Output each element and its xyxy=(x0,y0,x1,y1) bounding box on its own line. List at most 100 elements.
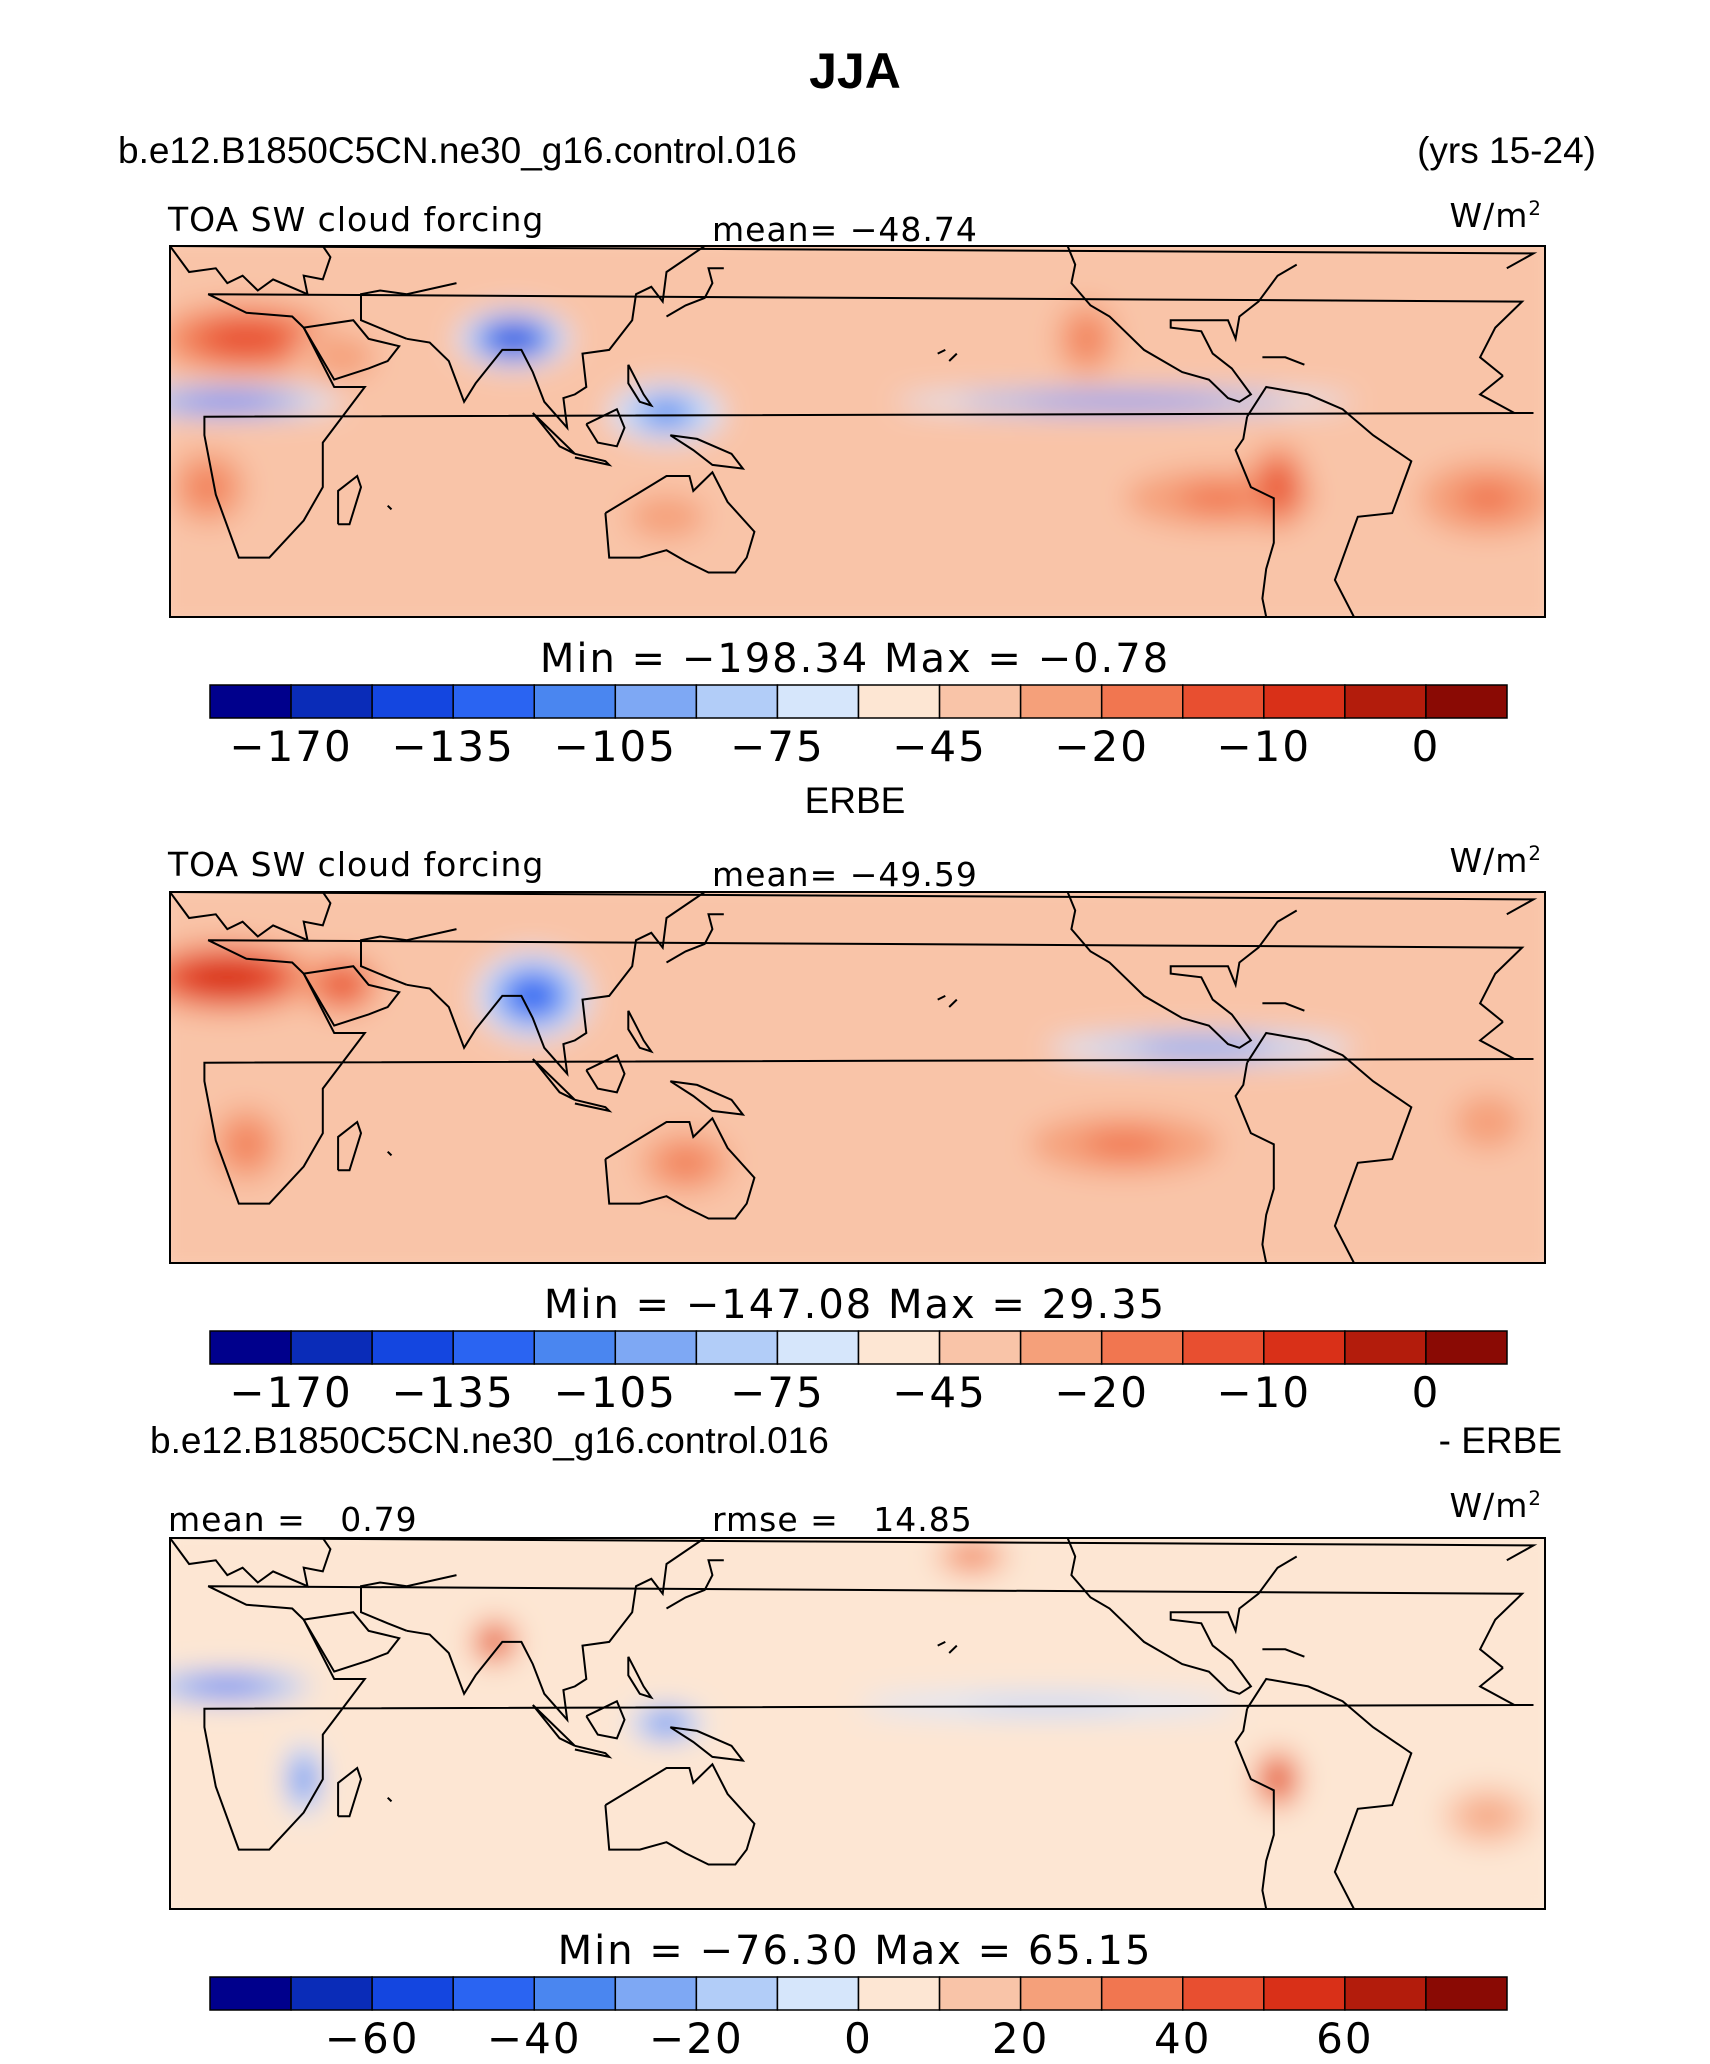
field-blob xyxy=(900,968,968,1002)
field-blob xyxy=(488,325,539,352)
colorbar-box xyxy=(1263,684,1346,719)
field-blob xyxy=(321,344,363,371)
coastline xyxy=(1066,1538,1298,1695)
colorbar-box xyxy=(1344,1976,1427,2011)
colorbar-tick-label: −75 xyxy=(730,1368,825,1417)
coastline xyxy=(604,470,756,574)
colorbar-box xyxy=(452,1976,535,2011)
colorbar-tick-label: −170 xyxy=(229,722,353,771)
coastline xyxy=(948,352,958,362)
colorbar-ticks-obs: −170 −135 −105 −75 −45 −20 −10 0 xyxy=(0,1368,1710,1418)
colorbar-box xyxy=(1182,1330,1265,1365)
colorbar-box xyxy=(533,684,617,719)
colorbar-box xyxy=(614,1330,698,1365)
colorbar-box xyxy=(290,1330,373,1365)
mean-label-model: mean= −48.74 xyxy=(712,210,978,249)
colorbar-box xyxy=(1425,1330,1508,1365)
map-frame-model xyxy=(169,245,1546,618)
colorbar-box xyxy=(371,1976,454,2011)
coastline xyxy=(387,504,393,511)
coastline xyxy=(1066,246,1298,403)
field-blob xyxy=(176,395,278,409)
colorbar-tick-label: 40 xyxy=(1154,2014,1212,2063)
rmse-label-diff: rmse = 14.85 xyxy=(712,1500,973,1539)
coastline xyxy=(302,319,401,381)
colorbar-tick-label: −105 xyxy=(553,722,677,771)
colorbar-tick-label: 0 xyxy=(1411,722,1441,771)
field-blob xyxy=(191,470,225,504)
coastline xyxy=(669,1080,746,1116)
map-frame-obs xyxy=(169,891,1546,1264)
colorbar-tick-label: −170 xyxy=(229,1368,353,1417)
colorbar-tick-label: −20 xyxy=(649,2014,744,2063)
colorbar-box xyxy=(533,1330,617,1365)
colorbar-box xyxy=(776,684,860,719)
coastline xyxy=(1262,1648,1305,1658)
coastline xyxy=(1262,1002,1305,1012)
colorbar-box xyxy=(938,1330,1022,1365)
colorbar-tick-label: 0 xyxy=(844,2014,873,2063)
coastline xyxy=(604,1762,756,1866)
coastline xyxy=(406,246,706,431)
coastline xyxy=(665,267,724,318)
diff-caption-right: - ERBE xyxy=(1438,1420,1562,1461)
colorbar-box xyxy=(533,1976,617,2011)
field-blob xyxy=(1073,322,1101,356)
colorbar-obs xyxy=(209,1330,1508,1365)
coastline xyxy=(665,913,724,964)
coastline xyxy=(585,1053,626,1094)
diff-caption-left: b.e12.B1850C5CN.ne30_g16.control.016 xyxy=(150,1420,829,1461)
coastline xyxy=(360,282,457,340)
colorbar-box xyxy=(857,1330,941,1365)
field-label-model: TOA SW cloud forcing xyxy=(168,200,545,239)
coastline xyxy=(387,1150,393,1157)
coastline xyxy=(585,407,626,448)
colorbar-tick-label: 60 xyxy=(1316,2014,1374,2063)
field-blob xyxy=(665,1149,706,1176)
colorbar-box xyxy=(1263,1976,1346,2011)
map-frame-diff xyxy=(169,1537,1546,1910)
colorbar-box xyxy=(1182,684,1265,719)
colorbar-box xyxy=(209,684,292,719)
colorbar-box xyxy=(776,1330,860,1365)
field-blob xyxy=(891,333,976,367)
colorbar-box xyxy=(1182,1976,1265,2011)
field-blob xyxy=(295,1762,313,1796)
coastline xyxy=(948,1644,958,1654)
field-blob xyxy=(1024,396,1226,407)
colorbar-box xyxy=(1425,684,1508,719)
colorbar-box xyxy=(695,684,779,719)
coastline xyxy=(1066,892,1298,1049)
coastline xyxy=(360,928,457,986)
coastline xyxy=(203,939,1534,1205)
coastline xyxy=(170,1538,1538,1562)
map-obs xyxy=(169,891,1546,1264)
coastline xyxy=(387,1796,393,1803)
colorbar-box xyxy=(695,1330,779,1365)
coastline xyxy=(665,1559,724,1610)
coastline xyxy=(948,998,958,1008)
colorbar-box xyxy=(452,1330,535,1365)
colorbar-box xyxy=(1100,1976,1184,2011)
coastline xyxy=(170,1538,332,1588)
colorbar-ticks-model: −170 −135 −105 −75 −45 −20 −10 0 xyxy=(0,722,1710,772)
coastline xyxy=(627,1656,654,1700)
colorbar-box xyxy=(1344,684,1427,719)
colorbar-tick-label: −45 xyxy=(892,1368,987,1417)
colorbar-tick-label: 20 xyxy=(991,2014,1050,2063)
coastline xyxy=(360,1574,457,1632)
colorbar-tick-label: −45 xyxy=(892,722,987,771)
colorbar-box xyxy=(1263,1330,1346,1365)
colorbar-tick-label: 0 xyxy=(1411,1368,1441,1417)
years-label: (yrs 15-24) xyxy=(1417,130,1596,171)
coastline xyxy=(203,1585,1534,1851)
coastline xyxy=(574,1744,613,1759)
field-label-obs: TOA SW cloud forcing xyxy=(168,845,545,884)
colorbar-box xyxy=(371,1330,454,1365)
coastline xyxy=(1262,356,1305,366)
colorbar-tick-label: −135 xyxy=(391,722,515,771)
coastline xyxy=(937,995,946,1001)
coastline xyxy=(337,474,363,526)
field-blob xyxy=(1178,485,1263,512)
